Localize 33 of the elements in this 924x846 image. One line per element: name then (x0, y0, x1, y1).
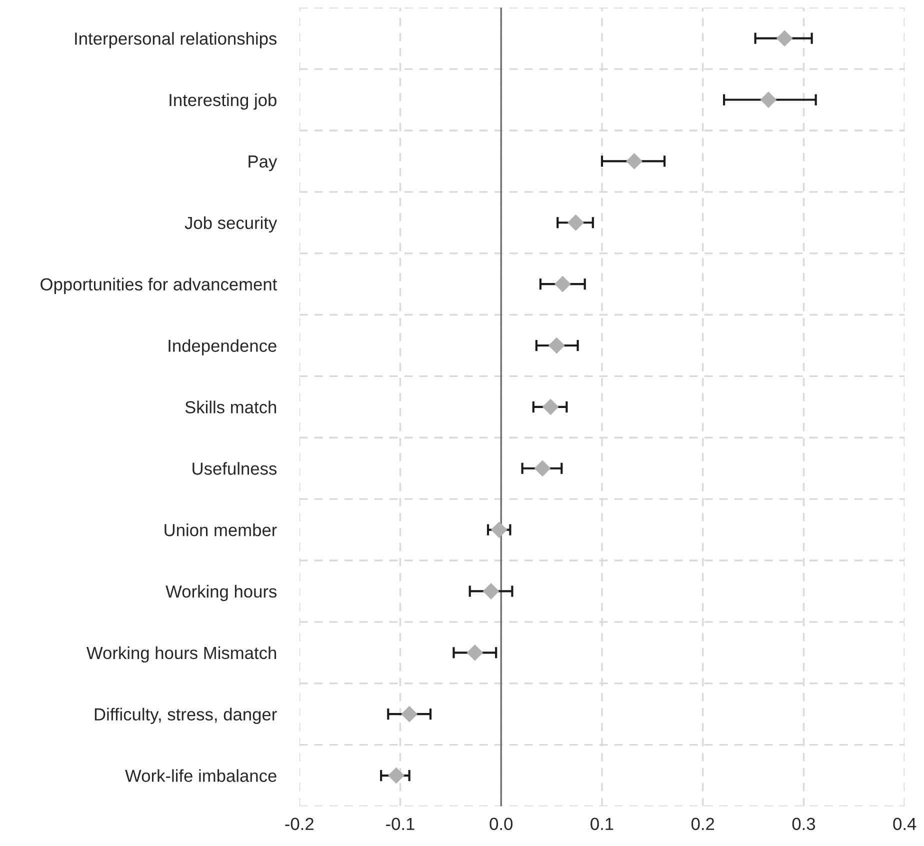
point (466, 644, 484, 661)
point (760, 92, 777, 108)
point (568, 214, 584, 231)
x-tick-label: 0.0 (490, 818, 513, 830)
y-tick-label: Difficulty, stress, danger (94, 708, 277, 724)
point (401, 706, 418, 722)
x-tick-label: 0.1 (590, 818, 614, 830)
x-tick-label: -0.2 (285, 818, 314, 830)
x-tick-label: 0.3 (792, 818, 816, 830)
y-tick-label: Skills match (185, 400, 276, 414)
point (534, 460, 551, 477)
y-tick-label: Interesting job (170, 93, 276, 110)
y-tick-label: Interpersonal relationships (75, 32, 277, 48)
point (542, 398, 559, 416)
y-tick-label: Job security (184, 216, 278, 233)
point (388, 767, 404, 784)
y-tick-label: Working hours Mismatch (86, 646, 276, 663)
y-tick-label: Pay (248, 156, 278, 172)
x-tick-label: 0.4 (893, 818, 916, 830)
y-tick-label: Independence (168, 339, 276, 356)
y-tick-label: Usefulness (192, 462, 277, 475)
point (490, 522, 508, 538)
point (626, 152, 642, 170)
x-tick-label: 0.2 (691, 818, 714, 830)
y-tick-label: Working hours (166, 584, 277, 602)
y-tick-label: Opportunities for advancement (40, 278, 278, 294)
point (482, 583, 500, 600)
y-tick-label: Work-life imbalance (125, 769, 276, 782)
y-tick-label: Union member (164, 524, 277, 536)
point (776, 30, 793, 47)
point (554, 276, 571, 292)
point (548, 337, 565, 354)
x-tick-label: -0.1 (386, 818, 414, 830)
